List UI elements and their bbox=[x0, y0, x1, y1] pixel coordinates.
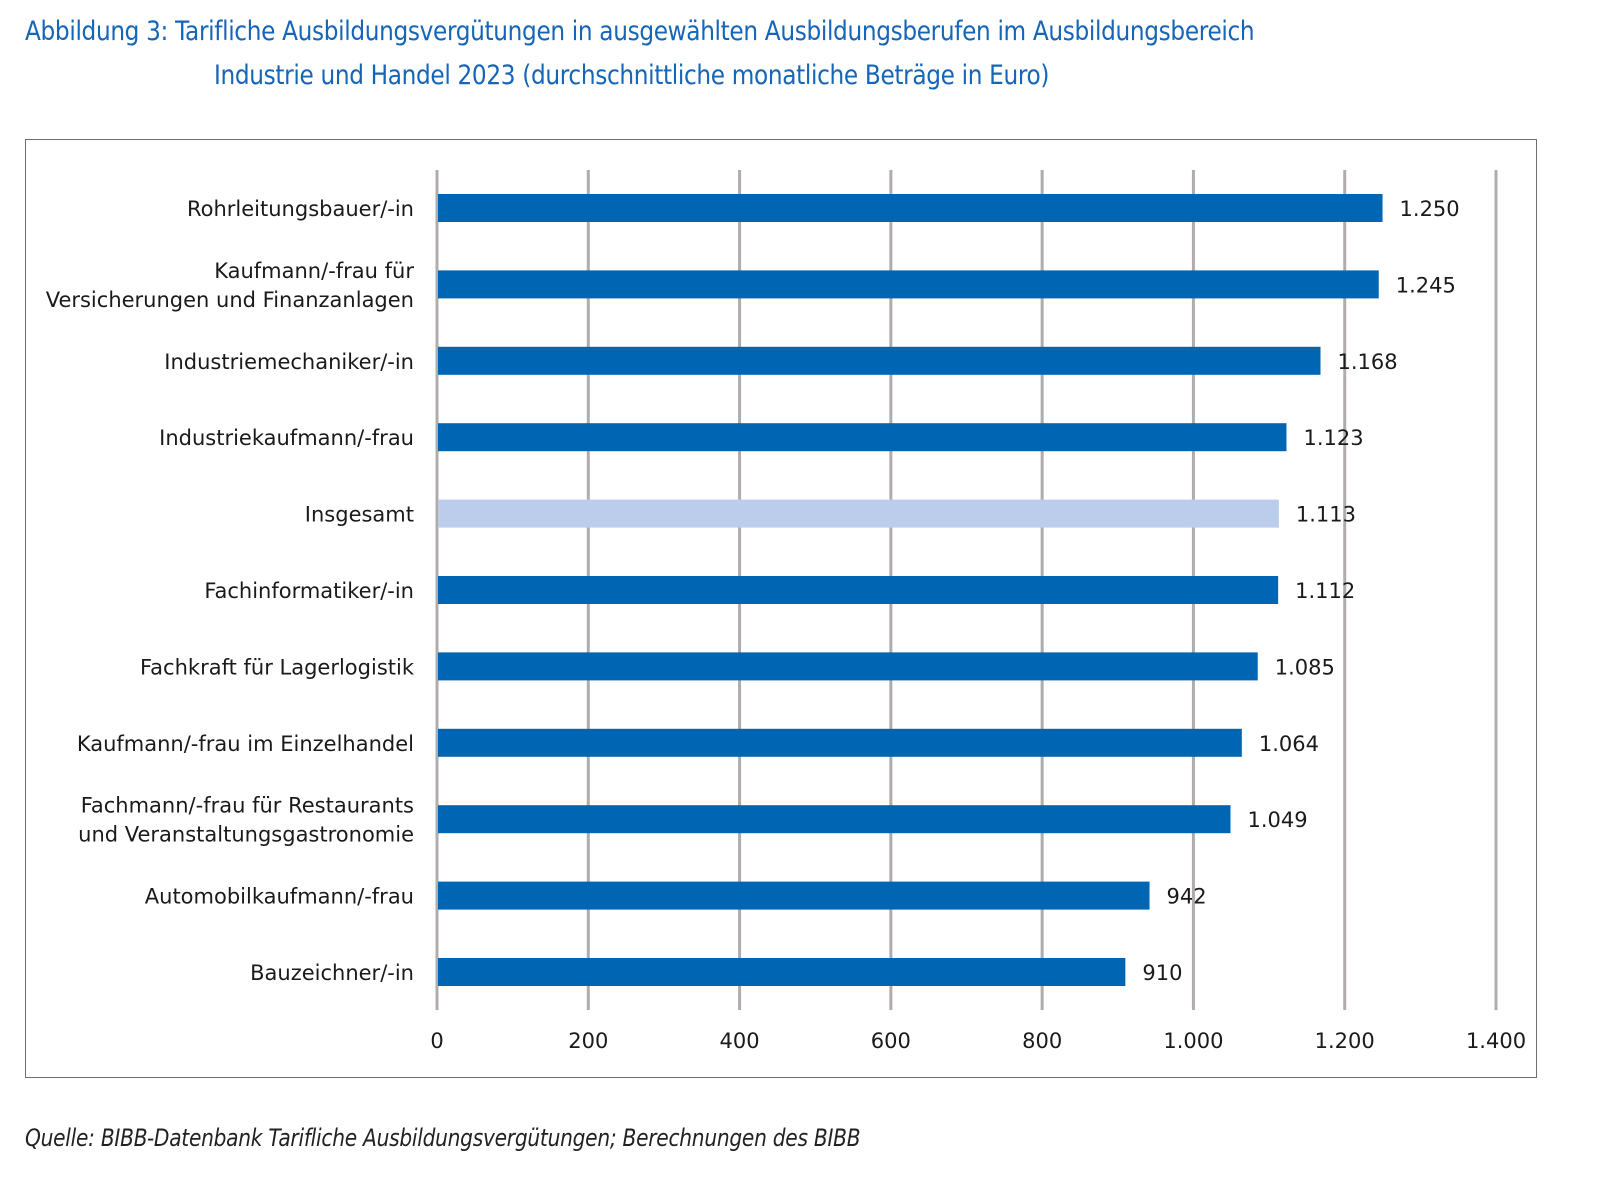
x-tick-label: 400 bbox=[720, 1029, 760, 1053]
category-label-line: Automobilkaufmann/-frau bbox=[145, 885, 414, 909]
value-label: 1.123 bbox=[1303, 426, 1363, 450]
category-label: Bauzeichner/-in bbox=[250, 961, 414, 985]
category-label: Industriekaufmann/-frau bbox=[159, 426, 414, 450]
category-label: Fachinformatiker/-in bbox=[204, 579, 414, 603]
bar bbox=[438, 881, 1150, 910]
category-label: Automobilkaufmann/-frau bbox=[145, 885, 414, 909]
bar bbox=[438, 270, 1379, 299]
value-label: 910 bbox=[1142, 961, 1182, 985]
chart-frame bbox=[25, 139, 1537, 1078]
chart-title-line-1: Abbildung 3: Tarifliche Ausbildungsvergü… bbox=[25, 16, 1255, 47]
category-label: Fachkraft für Lagerlogistik bbox=[140, 655, 415, 679]
category-label-line: Fachmann/-frau für Restaurants bbox=[81, 794, 414, 818]
category-label-line: Fachkraft für Lagerlogistik bbox=[140, 655, 415, 679]
category-label-line: Fachinformatiker/-in bbox=[204, 579, 414, 603]
bar bbox=[438, 423, 1287, 452]
value-label: 1.064 bbox=[1259, 732, 1319, 756]
bar bbox=[438, 805, 1231, 834]
value-label: 1.168 bbox=[1338, 350, 1398, 374]
category-label-line: Insgesamt bbox=[305, 503, 414, 527]
x-tick-label: 800 bbox=[1022, 1029, 1062, 1053]
bar bbox=[438, 728, 1242, 757]
category-label: Insgesamt bbox=[305, 503, 414, 527]
x-tick-label: 1.200 bbox=[1315, 1029, 1375, 1053]
category-label: Fachmann/-frau für Restaurants und Verans… bbox=[78, 794, 414, 847]
value-label: 942 bbox=[1167, 885, 1207, 909]
value-label: 1.113 bbox=[1296, 503, 1356, 527]
bar bbox=[438, 958, 1126, 986]
category-labels: Rohrleitungsbauer/-in Kaufmann/-frau für V… bbox=[46, 197, 415, 985]
value-label: 1.112 bbox=[1295, 579, 1355, 603]
bar bbox=[438, 194, 1383, 222]
chart-title-line-2: Industrie und Handel 2023 (durchschnittl… bbox=[214, 60, 1050, 91]
x-axis-tick-labels: 0 200 400 600 800 1.000 1.200 1.400 bbox=[430, 1029, 1526, 1053]
value-labels: 1.250 1.245 1.168 1.123 1.113 1.112 1.085 1.064… bbox=[1142, 197, 1459, 985]
bar bbox=[438, 652, 1258, 681]
bars bbox=[438, 194, 1383, 986]
bar bbox=[438, 576, 1279, 604]
category-label-line: Kaufmann/-frau für bbox=[214, 259, 414, 283]
x-tick-label: 0 bbox=[430, 1029, 443, 1053]
category-label-line: Industriekaufmann/-frau bbox=[159, 426, 414, 450]
x-tick-label: 1.000 bbox=[1163, 1029, 1223, 1053]
category-label-line: Bauzeichner/-in bbox=[250, 961, 414, 985]
category-label: Industriemechaniker/-in bbox=[164, 350, 414, 374]
category-label: Kaufmann/-frau für Versicherungen und Fin… bbox=[46, 259, 415, 312]
category-label-line: und Veranstaltungsgastronomie bbox=[78, 823, 414, 847]
value-label: 1.245 bbox=[1396, 273, 1456, 297]
category-label-line: Rohrleitungsbauer/-in bbox=[187, 197, 414, 221]
category-label-line: Versicherungen und Finanzanlagen bbox=[46, 288, 414, 312]
value-label: 1.085 bbox=[1275, 655, 1335, 679]
bar-highlighted bbox=[438, 499, 1279, 528]
source-note: Quelle: BIBB-Datenbank Tarifliche Ausbil… bbox=[25, 1124, 861, 1152]
category-label-line: Kaufmann/-frau im Einzelhandel bbox=[77, 732, 414, 756]
bar bbox=[438, 346, 1321, 375]
value-label: 1.250 bbox=[1400, 197, 1460, 221]
x-tick-label: 1.400 bbox=[1466, 1029, 1526, 1053]
x-tick-label: 600 bbox=[871, 1029, 911, 1053]
category-label: Rohrleitungsbauer/-in bbox=[187, 197, 414, 221]
category-label-line: Industriemechaniker/-in bbox=[164, 350, 414, 374]
category-label: Kaufmann/-frau im Einzelhandel bbox=[77, 732, 414, 756]
x-tick-label: 200 bbox=[568, 1029, 608, 1053]
value-label: 1.049 bbox=[1247, 808, 1307, 832]
